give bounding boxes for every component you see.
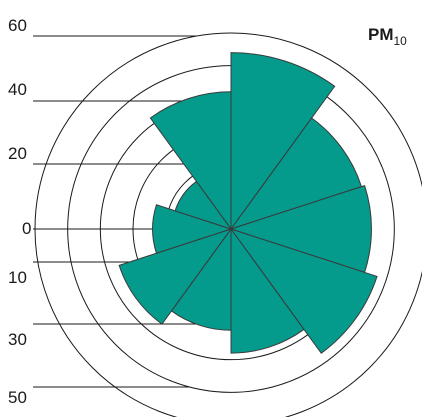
sector-4 — [229, 184, 372, 274]
tick-label-30: 30 — [8, 330, 27, 349]
tick-label-40: 40 — [8, 80, 27, 99]
sector-2 — [230, 52, 336, 231]
sector-5 — [229, 228, 378, 354]
sector-3 — [229, 117, 363, 230]
tick-label-50: 50 — [8, 388, 27, 407]
tick-label-20: 20 — [8, 144, 27, 163]
tick-labels: 60 40 20 0 10 30 50 — [8, 16, 31, 407]
chart-title: PM10 — [368, 25, 407, 48]
tick-label-60: 60 — [8, 16, 27, 35]
sector-10 — [174, 180, 233, 230]
tick-label-10: 10 — [8, 268, 27, 287]
sector-1 — [149, 91, 232, 231]
sector-group — [118, 52, 378, 354]
sector-6 — [230, 227, 305, 354]
sector-8 — [118, 228, 233, 325]
chart-title-subscript: 10 — [394, 34, 408, 48]
tick-label-0: 0 — [22, 219, 31, 238]
chart-title-main: PM — [368, 25, 394, 44]
sector-9 — [152, 204, 233, 254]
